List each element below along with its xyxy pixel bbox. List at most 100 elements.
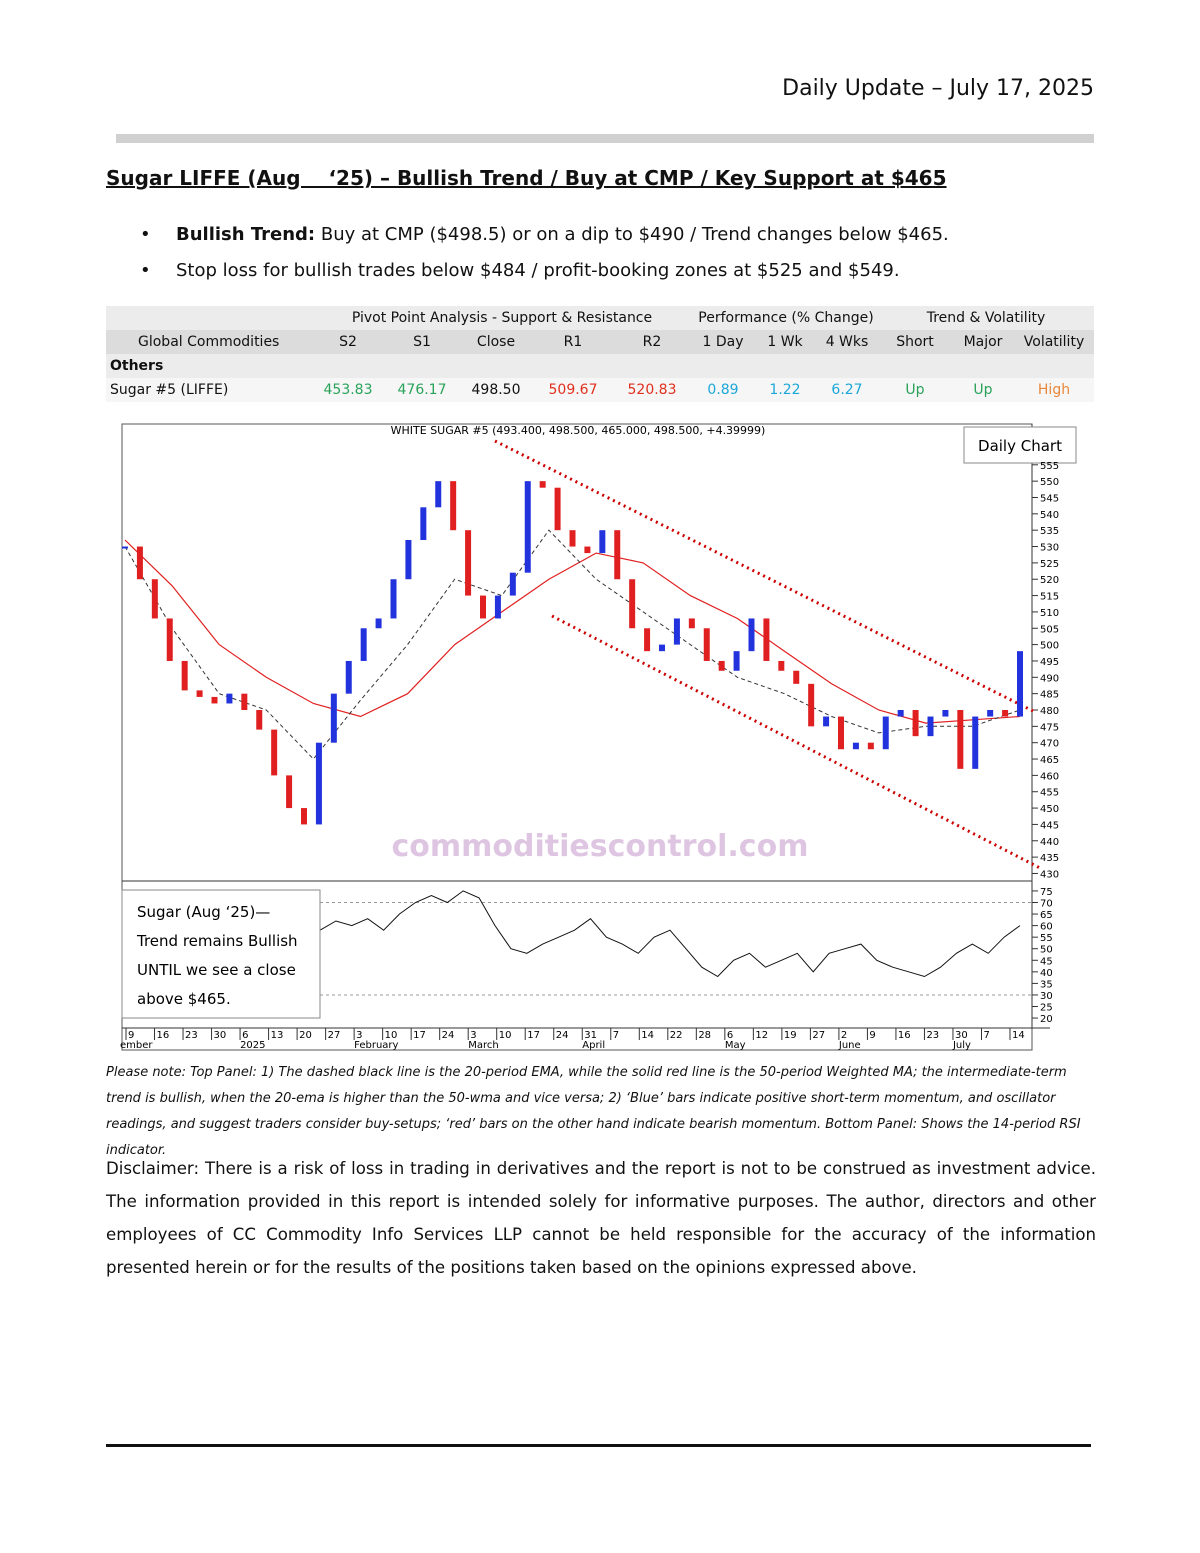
header-band — [106, 330, 1094, 354]
y-tick-label: 435 — [1040, 853, 1059, 864]
x-tick-label: 30 — [955, 1030, 968, 1041]
candle — [957, 710, 964, 769]
candle — [838, 716, 844, 750]
y-tick-label: 445 — [1040, 820, 1059, 831]
candle — [465, 530, 472, 596]
group-header: Pivot Point Analysis - Support & Resista… — [351, 310, 653, 326]
y-tick-label: 505 — [1040, 624, 1059, 635]
chart-label: Daily Chart — [978, 437, 1062, 455]
table-cell: 520.83 — [627, 382, 677, 398]
candle — [241, 693, 248, 710]
x-tick-label: 27 — [328, 1030, 341, 1041]
column-header: 1 Day — [702, 334, 744, 350]
y-tick-label: 470 — [1040, 739, 1059, 750]
candle — [912, 710, 919, 737]
section-label: Others — [110, 358, 164, 374]
column-header: R1 — [563, 334, 583, 350]
disclaimer: Disclaimer: There is a risk of loss in t… — [106, 1159, 1096, 1277]
y-tick-label: 490 — [1040, 673, 1059, 684]
x-tick-label: 6 — [727, 1030, 733, 1041]
candle — [271, 729, 278, 776]
column-header: R2 — [642, 334, 662, 350]
column-header: Short — [896, 334, 934, 350]
row-label: Sugar #5 (LIFFE) — [110, 382, 229, 398]
y-tick-label: 465 — [1040, 755, 1059, 766]
candle — [1002, 710, 1009, 717]
candle — [181, 660, 188, 691]
x-tick-label: 16 — [898, 1030, 911, 1041]
candle — [584, 546, 591, 554]
bullet-text: Stop loss for bullish trades below $484 … — [176, 260, 900, 281]
table-cell: Up — [905, 382, 925, 398]
candle — [942, 710, 949, 717]
candle — [1017, 651, 1023, 717]
x-tick-label: 9 — [128, 1030, 134, 1041]
candle — [554, 487, 561, 531]
wma-line — [124, 539, 1021, 724]
row-band — [106, 378, 1094, 402]
candle — [435, 481, 442, 508]
x-tick-label: 23 — [185, 1030, 198, 1041]
month-label: March — [468, 1040, 498, 1051]
x-tick-label: 17 — [527, 1030, 540, 1041]
candle — [718, 660, 725, 671]
x-tick-label: 28 — [698, 1030, 711, 1041]
bullet-dot: • — [140, 260, 151, 281]
y-tick-label: 535 — [1040, 526, 1059, 537]
table-cell: 476.17 — [397, 382, 447, 398]
rsi-tick-label: 55 — [1040, 933, 1053, 944]
candle — [703, 628, 710, 661]
rsi-tick-label: 20 — [1040, 1014, 1053, 1025]
candle — [360, 628, 367, 661]
candle — [659, 644, 665, 652]
bullet: Stop loss for bullish trades below $484 … — [176, 260, 900, 281]
table-cell: 6.27 — [831, 382, 863, 398]
candle — [763, 618, 770, 661]
candle — [450, 481, 457, 531]
candle — [569, 530, 576, 547]
y-tick-label: 530 — [1040, 543, 1059, 554]
candle — [972, 716, 979, 769]
column-header: Close — [476, 334, 516, 350]
candle — [539, 481, 546, 488]
table-cell: 509.67 — [548, 382, 598, 398]
candle — [852, 742, 859, 750]
divider — [116, 134, 1094, 143]
y-tick-label: 545 — [1040, 494, 1059, 505]
bullet-bold: Bullish Trend: — [176, 224, 316, 245]
candle — [509, 572, 516, 596]
table-cell: 498.50 — [471, 382, 521, 398]
x-tick-label: 3 — [356, 1030, 362, 1041]
candle — [823, 716, 830, 727]
candle — [405, 540, 412, 580]
header-band — [106, 306, 1094, 330]
y-tick-label: 475 — [1040, 722, 1059, 733]
chart-title: WHITE SUGAR #5 (493.400, 498.500, 465.00… — [391, 424, 766, 437]
x-tick-label: 3 — [470, 1030, 476, 1041]
y-tick-label: 520 — [1040, 575, 1059, 586]
candle — [688, 618, 695, 629]
table-cell: 0.89 — [707, 382, 739, 398]
candle — [897, 710, 904, 717]
rsi-tick-label: 60 — [1040, 922, 1053, 933]
table-cell: 1.22 — [769, 382, 801, 398]
label-box — [963, 426, 1077, 464]
x-tick-label: 14 — [641, 1030, 654, 1041]
bullet-dot: • — [140, 224, 151, 245]
candle — [882, 716, 889, 750]
column-header: Global Commodities — [138, 334, 280, 350]
y-tick-label: 510 — [1040, 608, 1059, 619]
x-tick-label: 10 — [499, 1030, 512, 1041]
month-label: July — [952, 1040, 971, 1051]
rsi-tick-label: 35 — [1040, 979, 1053, 990]
annotation: Trend remains Bullish — [136, 932, 298, 950]
y-tick-label: 550 — [1040, 477, 1059, 488]
x-tick-label: 22 — [670, 1030, 683, 1041]
x-tick-label: 10 — [385, 1030, 398, 1041]
candle — [748, 618, 755, 652]
candle — [226, 693, 233, 704]
rsi-tick-label: 30 — [1040, 991, 1053, 1002]
annotation: UNTIL we see a close — [137, 961, 296, 979]
candle — [211, 696, 218, 704]
candle — [644, 628, 651, 652]
